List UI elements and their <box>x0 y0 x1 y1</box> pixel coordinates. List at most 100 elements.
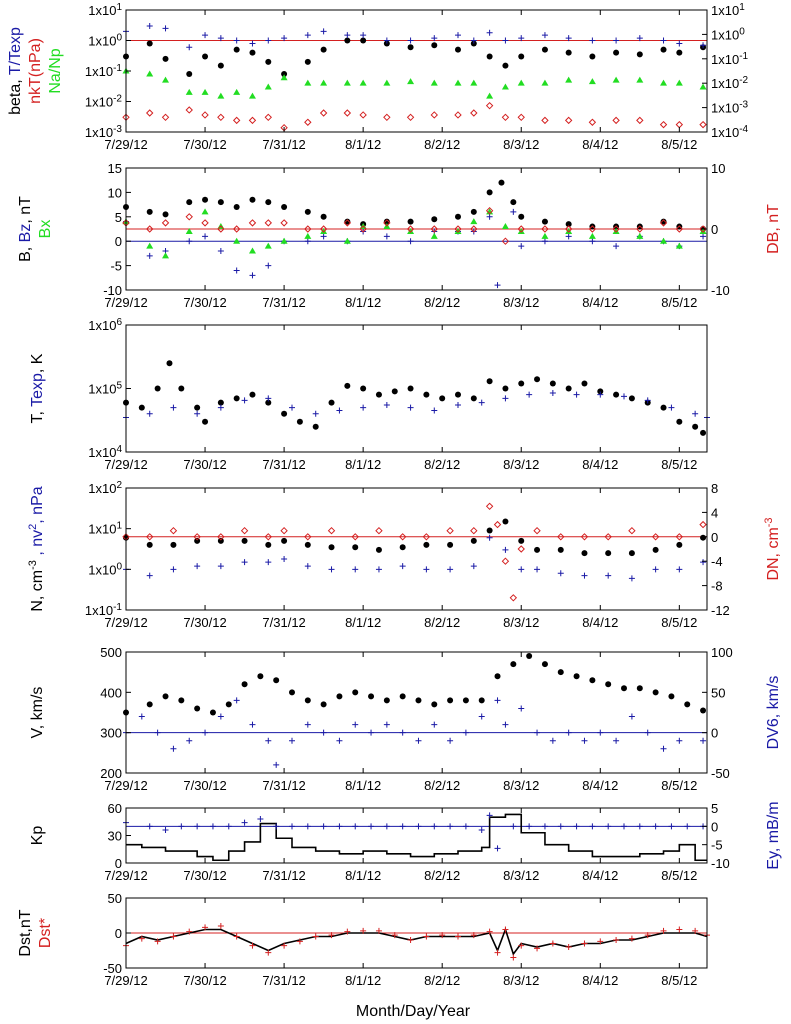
data-point <box>359 79 367 86</box>
data-point <box>281 942 288 949</box>
data-point <box>454 79 462 86</box>
data-point <box>517 227 525 234</box>
data-point <box>518 537 525 544</box>
data-point <box>700 534 707 541</box>
x-tick-label: 8/1/12 <box>345 137 381 152</box>
data-point <box>352 823 359 830</box>
data-point <box>194 537 201 544</box>
data-point <box>217 247 224 254</box>
right-tick-label: 8 <box>711 481 718 496</box>
data-point <box>613 391 620 398</box>
data-point <box>201 219 209 227</box>
x-tick-label: 8/5/12 <box>661 778 697 793</box>
series-line-1 <box>125 927 708 956</box>
left-tick-label: 1x10-1 <box>85 63 123 79</box>
x-tick-label: 8/2/12 <box>424 457 460 472</box>
data-point <box>510 661 517 668</box>
right-tick-label: 4 <box>711 505 718 520</box>
data-point <box>502 546 509 553</box>
data-point <box>549 389 556 396</box>
data-point <box>304 541 311 548</box>
data-point <box>501 113 510 122</box>
data-point <box>509 594 518 602</box>
left-tick-label: 1x101 <box>88 521 122 537</box>
data-point <box>485 206 494 215</box>
data-point <box>265 949 272 956</box>
data-point <box>651 533 660 541</box>
data-point <box>233 237 241 244</box>
data-point <box>360 385 367 392</box>
x-tick-label: 8/3/12 <box>503 457 539 472</box>
data-point <box>264 242 272 249</box>
x-tick-label: 8/4/12 <box>582 778 618 793</box>
data-point <box>336 737 343 744</box>
right-tick-label: 1x10-1 <box>711 51 749 67</box>
data-point <box>430 79 438 86</box>
data-point <box>217 399 224 406</box>
data-point <box>612 116 620 125</box>
data-point <box>383 37 390 44</box>
data-point <box>454 111 462 119</box>
data-point <box>454 225 462 233</box>
left-tick-label: 400 <box>100 685 122 700</box>
data-point <box>415 823 422 830</box>
data-point <box>146 701 153 708</box>
data-point <box>517 79 525 86</box>
data-point <box>486 534 493 541</box>
right-tick-label: -10 <box>711 283 730 298</box>
data-point <box>692 423 699 430</box>
data-point <box>296 418 303 425</box>
data-point <box>399 693 406 700</box>
data-point <box>494 949 501 956</box>
data-point <box>431 42 438 49</box>
data-point <box>320 729 327 736</box>
data-point <box>383 113 391 122</box>
data-point <box>352 566 359 573</box>
data-point <box>612 76 620 83</box>
data-point <box>486 378 493 385</box>
data-point <box>557 533 565 541</box>
data-point <box>383 233 390 240</box>
x-tick-label: 8/4/12 <box>582 457 618 472</box>
data-point <box>194 705 201 712</box>
data-point <box>178 823 185 830</box>
data-point <box>518 942 525 949</box>
data-point <box>336 693 343 700</box>
data-point <box>344 382 351 389</box>
data-point <box>494 673 501 680</box>
data-point <box>564 225 573 233</box>
data-point <box>233 88 241 95</box>
data-point <box>186 737 193 744</box>
x-tick-label: 8/5/12 <box>661 295 697 310</box>
data-point <box>541 823 548 830</box>
data-point <box>431 823 438 830</box>
data-point <box>676 566 683 573</box>
data-point <box>319 225 328 233</box>
data-point <box>699 83 707 90</box>
data-point <box>257 816 264 822</box>
data-point <box>628 526 636 535</box>
data-point <box>304 721 311 728</box>
data-point <box>169 526 178 535</box>
data-point <box>478 713 485 720</box>
data-point <box>446 526 454 535</box>
data-point <box>628 395 635 402</box>
right-tick-label: 1x101 <box>711 2 745 18</box>
data-point <box>186 199 193 206</box>
data-point <box>501 237 510 245</box>
right-tick-label: -10 <box>711 856 730 871</box>
data-point <box>605 681 612 688</box>
left-tick-label: 30 <box>108 829 122 844</box>
data-point <box>613 737 620 744</box>
data-point <box>304 118 312 126</box>
data-point <box>336 823 343 830</box>
data-point <box>407 227 415 234</box>
x-tick-label: 8/3/12 <box>503 615 539 630</box>
data-point <box>343 109 352 117</box>
x-tick-label: 8/3/12 <box>503 295 539 310</box>
data-point <box>699 225 707 233</box>
data-point <box>588 118 597 126</box>
data-point <box>264 533 272 541</box>
data-point <box>202 53 209 60</box>
data-point <box>194 404 201 411</box>
